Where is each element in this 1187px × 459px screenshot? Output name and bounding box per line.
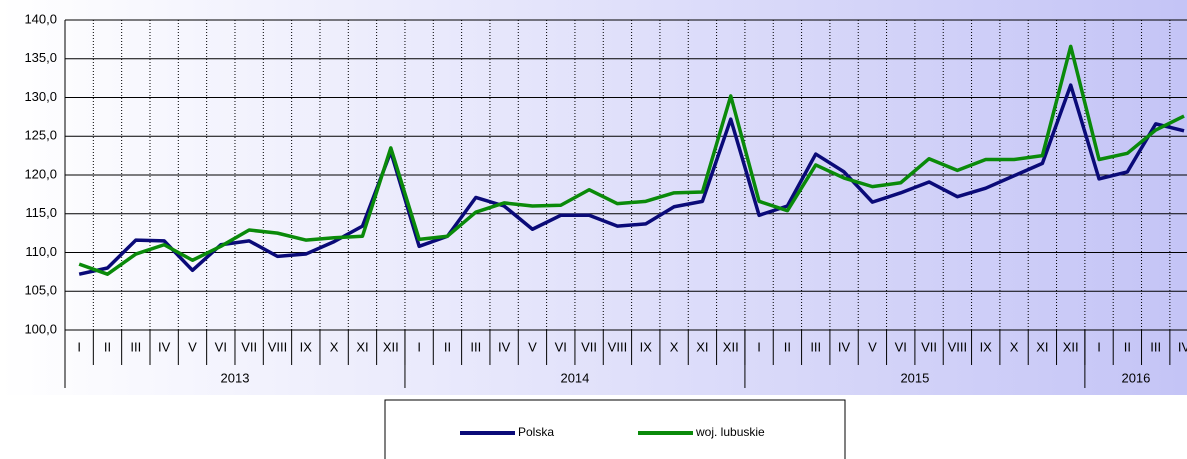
y-tick-label: 100,0	[24, 321, 57, 336]
x-tick-label: IV	[498, 339, 511, 354]
x-tick-label: VI	[215, 339, 227, 354]
x-tick-label: V	[188, 339, 197, 354]
y-tick-label: 130,0	[24, 89, 57, 104]
y-tick-label: 140,0	[24, 11, 57, 26]
x-tick-label: VIII	[608, 339, 628, 354]
year-label: 2016	[1121, 370, 1150, 385]
x-tick-label: XI	[1036, 339, 1048, 354]
y-tick-label: 105,0	[24, 283, 57, 298]
x-tick-label: III	[810, 339, 821, 354]
y-tick-label: 120,0	[24, 166, 57, 181]
series-line	[78, 83, 1185, 276]
x-tick-label: X	[330, 339, 339, 354]
year-label: 2014	[560, 370, 589, 385]
x-tick-label: IV	[1178, 339, 1187, 354]
x-tick-label: II	[444, 339, 451, 354]
x-tick-label: VIII	[268, 339, 288, 354]
x-tick-label: VI	[555, 339, 567, 354]
legend	[384, 399, 846, 459]
background	[0, 0, 1187, 395]
x-tick-label: III	[130, 339, 141, 354]
x-tick-label: XI	[696, 339, 708, 354]
x-tick-label: V	[868, 339, 877, 354]
x-tick-label: XI	[356, 339, 368, 354]
x-tick-label: I	[757, 339, 761, 354]
x-tick-label: II	[1124, 339, 1131, 354]
x-tick-label: III	[1150, 339, 1161, 354]
y-tick-label: 110,0	[25, 244, 57, 259]
legend-label: woj. lubuskie	[695, 425, 765, 439]
x-tick-label: I	[417, 339, 421, 354]
legend-label: Polska	[518, 425, 554, 439]
x-tick-label: IX	[980, 339, 993, 354]
x-tick-label: IX	[640, 339, 653, 354]
x-tick-label: III	[470, 339, 481, 354]
x-tick-label: I	[77, 339, 81, 354]
x-tick-label: VI	[895, 339, 907, 354]
y-tick-label: 135,0	[24, 50, 57, 65]
year-label: 2015	[900, 370, 929, 385]
year-label: 2013	[221, 370, 250, 385]
x-tick-label: VII	[581, 339, 597, 354]
x-tick-label: XII	[383, 339, 399, 354]
x-tick-label: VII	[241, 339, 257, 354]
x-tick-label: IV	[838, 339, 851, 354]
x-tick-label: II	[784, 339, 791, 354]
x-tick-label: II	[104, 339, 111, 354]
x-tick-label: X	[1010, 339, 1019, 354]
series-line	[78, 44, 1185, 276]
x-tick-label: VII	[921, 339, 937, 354]
x-tick-label: V	[528, 339, 537, 354]
x-tick-label: IV	[158, 339, 171, 354]
x-tick-label: IX	[300, 339, 313, 354]
x-tick-label: XII	[723, 339, 739, 354]
x-tick-label: XII	[1063, 339, 1079, 354]
y-tick-label: 115,0	[25, 205, 57, 220]
x-tick-label: VIII	[948, 339, 968, 354]
y-tick-label: 125,0	[24, 128, 57, 143]
x-tick-label: I	[1097, 339, 1101, 354]
x-tick-label: X	[670, 339, 679, 354]
